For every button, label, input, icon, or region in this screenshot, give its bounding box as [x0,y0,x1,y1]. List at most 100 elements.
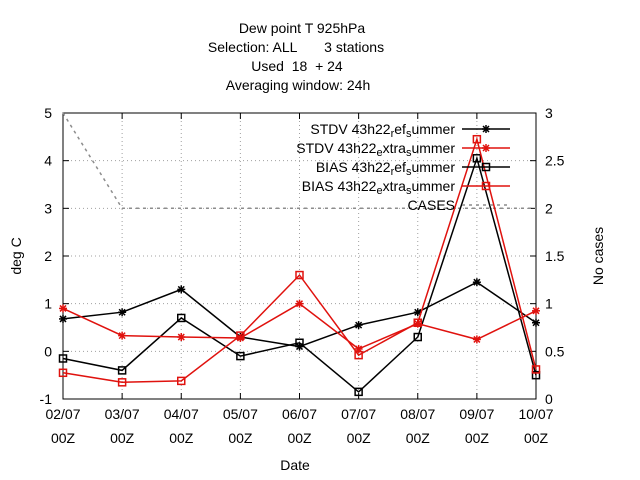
x-tick-label-date: 07/07 [341,406,376,422]
x-tick-label-time: 00Z [465,430,490,446]
data-point [472,335,481,344]
y-tick-label: 5 [44,105,52,121]
data-point [117,366,127,375]
series-2 [58,154,541,397]
x-tick-label-date: 05/07 [223,406,258,422]
data-point [531,365,541,374]
y-tick-label: -1 [40,391,53,407]
legend-label-part: s [406,128,412,140]
legend-label-part: ef [394,159,406,175]
y2-tick-label: 3 [545,105,553,121]
legend-label-part: ef [394,121,406,137]
legend-label-part: ummer [411,178,455,194]
legend-marker [481,181,491,191]
legend-label-part: CASES [408,197,455,213]
x-tick-label-date: 06/07 [282,406,317,422]
series-1 [59,299,540,353]
x-axis-label: Date [280,457,310,473]
y-tick-label: 0 [44,343,52,359]
data-point [354,350,363,360]
legend-marker [481,162,491,172]
legend-label: STDV 43h22extrasummer [296,140,455,159]
x-tick-label-date: 04/07 [164,406,199,422]
title-line-4: Averaging window: 24h [226,77,371,93]
data-point [413,332,422,342]
y-axis-label: deg C [8,237,24,274]
y2-tick-label: 0 [545,391,553,407]
y2-tick-label: 2 [545,200,553,216]
data-point [236,331,245,340]
data-point [413,318,422,327]
legend-label-part: r [391,166,395,178]
series-3 [58,134,541,387]
legend-label-part: xtra [383,178,407,194]
x-tick-label-time: 00Z [287,430,312,446]
series-line [62,136,537,384]
x-tick-label-time: 00Z [347,430,372,446]
legend-label-part: ummer [411,159,455,175]
data-point [177,313,186,323]
legend-label: STDV 43h22refsummer [310,121,455,140]
data-point [58,368,68,378]
data-point [118,308,127,317]
title-line-3: Used 18 + 24 [251,58,343,74]
data-point [295,299,304,308]
data-point [354,387,363,397]
legend-label: BIAS 43h22extrasummer [302,178,456,197]
legend-label-part: STDV 43h22 [310,121,390,137]
legend-label: CASES [408,197,455,213]
legend-label-part: xtra [383,140,407,156]
data-point [532,306,540,315]
y2-tick-label: 0.5 [545,343,565,359]
legend-entry: STDV 43h22extrasummer [296,140,510,159]
x-tick-label-time: 00Z [110,430,135,446]
data-point [177,333,186,342]
y-tick-label: 2 [44,248,52,264]
y2-tick-label: 2.5 [545,153,565,169]
y2-axis-label: No cases [590,227,606,285]
data-point [295,338,304,348]
x-tick-label-date: 08/07 [400,406,435,422]
y-tick-label: 3 [44,200,52,216]
title-line-1: Dew point T 925hPa [239,20,366,36]
legend-label-part: ummer [411,140,455,156]
x-tick-label-time: 00Z [406,430,431,446]
legend-label-part: BIAS 43h22 [302,178,377,194]
y2-tick-label: 1.5 [545,248,565,264]
x-tick-label-date: 02/07 [45,406,80,422]
legend-entry: CASES [408,197,510,213]
series-4 [62,112,536,210]
x-tick-label-date: 03/07 [105,406,140,422]
legend-marker [482,125,490,133]
chart-title: Dew point T 925hPa Selection: ALL 3 stat… [208,20,384,93]
data-point [472,154,482,163]
data-point [59,304,67,313]
legend-label-part: e [376,185,382,197]
legend-label-part: r [391,128,395,140]
data-point [118,331,127,340]
series-line [62,112,536,210]
legend-label-part: ummer [411,121,455,137]
legend-entry: STDV 43h22refsummer [310,121,510,140]
legend-label-part: e [376,147,382,159]
title-line-2: Selection: ALL 3 stations [208,39,384,55]
legend-label-part: s [406,166,412,178]
x-tick-label-time: 00Z [524,430,549,446]
data-point [59,314,67,323]
data-point [531,370,541,380]
legend-label: BIAS 43h22refsummer [316,159,455,178]
x-tick-label-date: 09/07 [459,406,494,422]
y-tick-label: 4 [44,153,52,169]
data-point [58,354,68,363]
legend-label-part: s [406,147,412,159]
data-point [532,318,540,327]
data-point [177,376,186,386]
data-point [117,378,127,387]
legend-entry: BIAS 43h22extrasummer [302,178,510,197]
x-tick-label-time: 00Z [169,430,194,446]
data-point [236,351,245,361]
legend-label-part: BIAS 43h22 [316,159,391,175]
legend-marker [482,144,490,152]
